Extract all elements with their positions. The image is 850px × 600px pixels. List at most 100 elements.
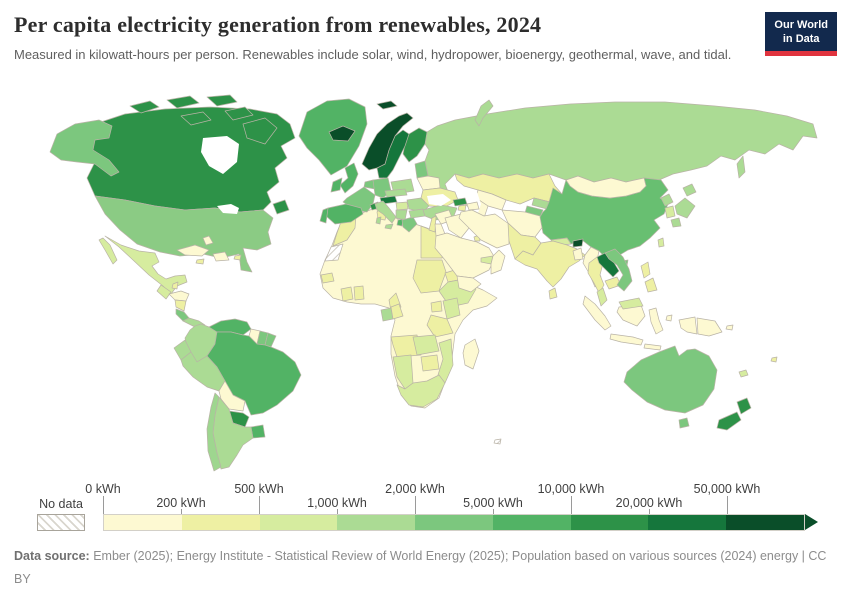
map-region-bulgaria[interactable] (408, 208, 426, 219)
legend-tick-label: 200 kWh (156, 496, 206, 510)
map-region-honduras[interactable] (168, 290, 190, 302)
map-region-armenia[interactable] (457, 204, 467, 212)
legend-bin-5[interactable] (492, 515, 571, 530)
map-region-sakhalin[interactable] (736, 155, 746, 179)
map-region-belarus[interactable] (416, 175, 441, 191)
map-region-tanzania[interactable] (426, 314, 454, 338)
map-region-malaysia[interactable] (596, 287, 644, 310)
map-region-united-states[interactable] (94, 195, 274, 273)
map-region-mongolia[interactable] (565, 175, 647, 199)
map-region-mexico[interactable] (98, 235, 188, 295)
map-region-tasmania[interactable] (678, 417, 690, 429)
map-region-ivory-coast[interactable] (340, 286, 354, 302)
chart-title: Per capita electricity generation from r… (14, 12, 542, 37)
map-region-great-lakes (217, 204, 239, 214)
map-region-new-zealand[interactable] (716, 397, 752, 431)
world-map[interactable] (25, 92, 825, 477)
map-region-north-korea[interactable] (660, 193, 674, 207)
map-region-bolivia[interactable] (218, 380, 246, 412)
legend-bin-7[interactable] (648, 515, 727, 530)
map-region-new-caledonia[interactable] (738, 369, 749, 378)
map-region-nicaragua[interactable] (174, 299, 187, 312)
owid-logo-line2: in Data (782, 33, 820, 46)
map-region-albania[interactable] (396, 218, 404, 227)
map-region-hungary[interactable] (395, 201, 409, 211)
map-region-ireland[interactable] (330, 177, 343, 193)
map-region-taiwan[interactable] (657, 237, 665, 248)
legend-no-data-swatch[interactable] (37, 514, 85, 531)
map-region-kenya[interactable] (442, 297, 461, 320)
map-region-bhutan[interactable] (572, 238, 584, 248)
map-region-united-kingdom[interactable] (339, 162, 359, 194)
data-source-text: Ember (2025); Energy Institute - Statist… (89, 549, 802, 563)
legend-bin-3[interactable] (337, 515, 416, 530)
map-region-bangladesh[interactable] (572, 247, 584, 261)
footer-divider: | (801, 549, 805, 563)
map-region-senegal[interactable] (320, 272, 335, 284)
legend-bin-1[interactable] (181, 515, 260, 530)
map-region-fiji[interactable] (770, 356, 778, 363)
legend-bar (103, 514, 805, 531)
map-region-oman[interactable] (490, 249, 506, 275)
legend-tick (649, 509, 650, 514)
map-region-congo[interactable] (390, 303, 404, 320)
footer-note: Data source: Ember (2025); Energy Instit… (14, 545, 836, 590)
map-region-spain[interactable] (325, 203, 364, 225)
map-region-novaya-zemlya[interactable] (474, 99, 494, 127)
legend-bin-0[interactable] (104, 515, 182, 530)
map-region-iran[interactable] (458, 209, 510, 249)
map-region-sri-lanka[interactable] (548, 287, 558, 300)
map-region-guatemala[interactable] (156, 284, 172, 300)
legend-bin-2[interactable] (259, 515, 338, 530)
map-region-alaska[interactable] (49, 119, 120, 177)
map-region-indonesia[interactable] (582, 295, 698, 351)
map-region-vietnam[interactable] (604, 248, 633, 292)
legend-tick-label: 2,000 kWh (385, 482, 445, 496)
map-region-japan[interactable] (670, 183, 697, 228)
map-region-south-africa[interactable] (396, 374, 446, 408)
map-region-uruguay[interactable] (250, 424, 266, 439)
map-region-italy[interactable] (374, 200, 397, 230)
map-region-yemen[interactable] (456, 275, 482, 293)
legend-bin-4[interactable] (415, 515, 493, 530)
map-region-norway[interactable] (361, 112, 414, 171)
map-region-iceland[interactable] (328, 125, 356, 142)
map-region-hispaniola[interactable] (212, 251, 230, 262)
map-region-namibia[interactable] (392, 354, 414, 390)
map-region-ghana[interactable] (353, 285, 365, 301)
map-region-solomon-islands[interactable] (725, 324, 734, 331)
map-region-south-korea[interactable] (664, 205, 676, 219)
map-region-chile[interactable] (206, 392, 222, 472)
map-region-kerguelen[interactable] (493, 438, 502, 445)
map-region-australia[interactable] (623, 345, 718, 414)
map-region-papua-new-guinea[interactable] (696, 317, 723, 337)
map-region-azerbaijan[interactable] (466, 201, 480, 211)
map-region-svalbard[interactable] (376, 100, 398, 110)
map-region-belize[interactable] (171, 281, 179, 290)
legend-tick (571, 496, 572, 514)
owid-logo[interactable]: Our World in Data (765, 12, 837, 56)
legend-tick-label: 50,000 kWh (693, 482, 761, 496)
map-region-portugal[interactable] (319, 207, 329, 224)
map-region-puerto-rico[interactable] (233, 254, 242, 261)
owid-logo-line1: Our World (774, 19, 828, 31)
map-region-canadian-arctic-islands[interactable] (129, 94, 278, 145)
legend-bin-8[interactable] (726, 515, 805, 530)
legend-tick-label: 5,000 kWh (463, 496, 523, 510)
map-region-cuba[interactable] (176, 244, 210, 257)
map-region-bahamas[interactable] (202, 235, 214, 246)
map-region-madagascar[interactable] (462, 338, 480, 370)
map-region-western-sahara[interactable] (324, 243, 344, 262)
map-region-uganda[interactable] (430, 300, 443, 313)
map-region-serbia-balkans[interactable] (395, 209, 408, 221)
map-region-jamaica[interactable] (195, 258, 205, 265)
map-region-israel-lebanon[interactable] (428, 215, 437, 233)
license-link[interactable]: CC BY (14, 549, 827, 586)
legend-tick (103, 496, 104, 514)
map-region-zimbabwe[interactable] (420, 354, 440, 372)
map-region-czechia-slovakia[interactable] (384, 188, 408, 198)
map-region-zambia[interactable] (412, 334, 440, 356)
map-region-philippines[interactable] (640, 261, 658, 293)
legend-tick-label: 500 kWh (234, 482, 284, 496)
legend-bin-6[interactable] (570, 515, 649, 530)
